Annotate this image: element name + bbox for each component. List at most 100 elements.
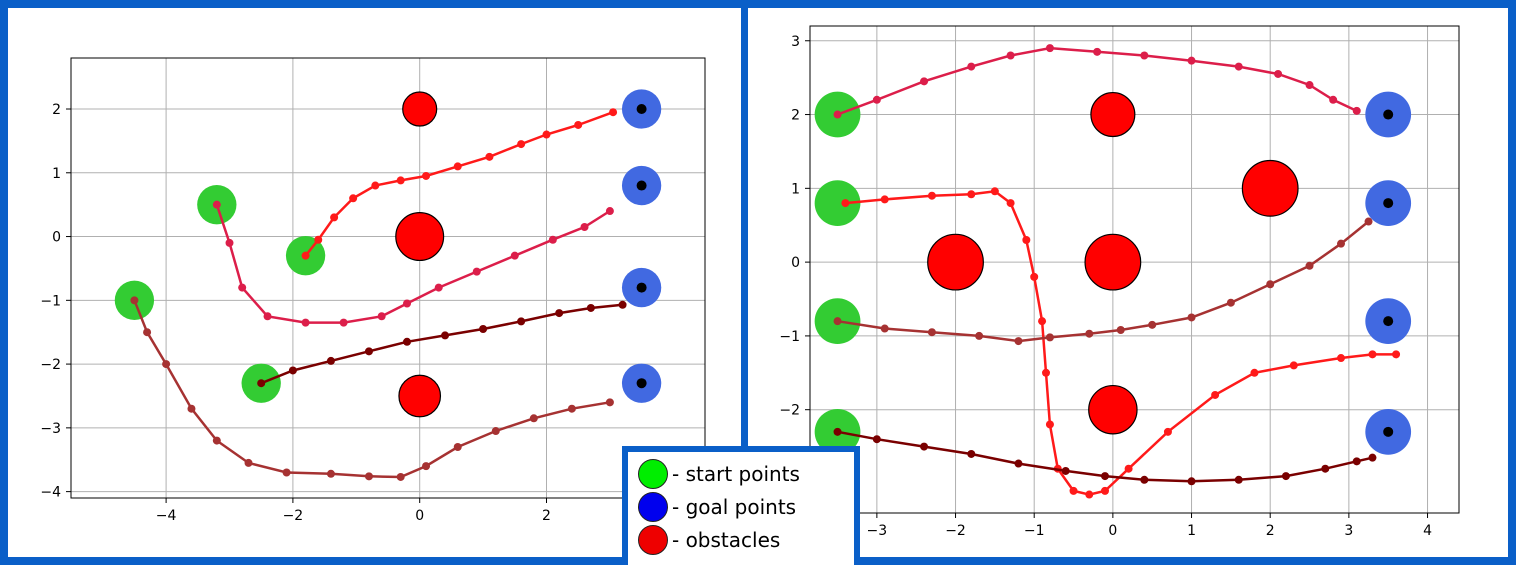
chart1-trajectory-point <box>396 472 405 481</box>
chart1-plot-area <box>71 58 705 498</box>
legend-inner: - start points - goal points - obstacles <box>628 452 854 565</box>
chart1-ytick-label: 2 <box>52 102 61 118</box>
chart2-obstacle <box>1088 384 1138 435</box>
chart2-trajectory-point <box>1305 81 1314 90</box>
chart1-trajectory-point <box>301 318 310 327</box>
chart1-xtick-label: 0 <box>415 508 424 524</box>
chart1-trajectory-point <box>162 360 171 369</box>
chart1-trajectory-point <box>529 414 538 423</box>
chart2-trajectory-point <box>1226 298 1235 307</box>
chart1-ytick-label: −1 <box>40 293 61 309</box>
chart1-trajectory-point <box>212 436 221 445</box>
chart2-trajectory-point <box>975 331 984 340</box>
chart1-trajectory-point <box>472 267 481 276</box>
chart1-trajectory-line <box>133 299 611 479</box>
chart1-trajectory-point <box>555 309 564 318</box>
chart2-ytick-label: −1 <box>779 329 800 345</box>
chart2-trajectory-point <box>1392 350 1401 359</box>
chart2-goal-center <box>1383 316 1394 327</box>
chart2-trajectory-point <box>1321 464 1330 473</box>
chart2-trajectory-point <box>1140 475 1149 484</box>
chart2-trajectory-point <box>1022 235 1031 244</box>
chart2-trajectory-point <box>1061 466 1070 475</box>
chart2-trajectory-point <box>1329 95 1338 104</box>
chart2-obstacle <box>1090 91 1136 138</box>
chart2-axes-frame <box>809 25 1460 514</box>
chart2-trajectory-line <box>837 430 1373 483</box>
chart1-trajectory-point <box>143 328 152 337</box>
chart1-trajectory-point <box>212 200 221 209</box>
chart2-xtick-label: −1 <box>1024 523 1045 539</box>
chart1-xtick-label: −4 <box>156 508 177 524</box>
chart1-axes-frame <box>70 57 706 499</box>
chart2-trajectory-point <box>1101 486 1109 495</box>
chart2-trajectory-point <box>967 62 976 71</box>
chart1-trajectory-point <box>517 317 526 326</box>
legend: - start points - goal points - obstacles <box>622 446 860 565</box>
chart2-trajectory-point <box>1234 62 1243 71</box>
chart1-xtick-label: −2 <box>283 508 304 524</box>
chart1-ytick-label: −2 <box>40 357 61 373</box>
chart1-trajectory-point <box>263 312 272 321</box>
chart2-trajectory-point <box>1234 475 1243 484</box>
chart2-trajectory-point <box>833 110 842 119</box>
chart1-ytick-label: 1 <box>52 166 61 182</box>
chart1-trajectory-point <box>618 300 627 309</box>
chart2-xtick-label: 1 <box>1187 523 1196 539</box>
chart2-trajectory-point <box>1187 56 1196 65</box>
chart2-start-point <box>814 180 861 226</box>
chart1-trajectory-point <box>288 366 297 375</box>
chart2-trajectory-point <box>1368 453 1377 462</box>
chart1-trajectory-point <box>396 176 405 185</box>
chart1-trajectory-point <box>187 404 196 413</box>
chart2-xtick-label: 3 <box>1344 523 1353 539</box>
chart2-trajectory-point <box>1289 361 1298 370</box>
chart2-trajectory-point <box>872 95 881 104</box>
chart1-trajectory-point <box>326 469 335 478</box>
chart2-goal-center <box>1383 198 1394 209</box>
chart1-trajectory-point <box>479 325 488 334</box>
chart1-trajectory-point <box>510 251 519 260</box>
chart2-trajectory-point <box>1069 486 1078 495</box>
chart1-goal-center <box>636 104 647 115</box>
chart2-trajectory-point <box>1101 472 1109 481</box>
chart2-trajectory-point <box>920 77 929 86</box>
chart2-trajectory-point <box>1038 317 1047 326</box>
chart1-trajectory-point <box>422 171 431 180</box>
chart2-trajectory-point <box>1274 69 1283 78</box>
chart1-trajectory-point <box>422 462 431 471</box>
chart1-xtick-label: 2 <box>542 508 551 524</box>
chart2-goal-center <box>1383 109 1394 120</box>
chart2-ytick-label: 2 <box>791 108 800 124</box>
chart1-trajectory-point <box>349 194 358 203</box>
chart2-xtick-label: −2 <box>945 523 966 539</box>
chart1-trajectory-point <box>580 222 589 231</box>
chart2-trajectory-point <box>1045 44 1054 53</box>
chart2-trajectory-point <box>1337 354 1345 363</box>
chart1-trajectory-point <box>301 251 310 260</box>
chart2-ytick-label: −2 <box>779 403 800 419</box>
chart2-trajectory-point <box>880 195 889 204</box>
chart1-trajectory-point <box>542 130 551 139</box>
legend-label-obstacles: - obstacles <box>672 528 781 552</box>
chart1-goal-center <box>636 180 647 191</box>
chart2-trajectory-point <box>841 199 850 208</box>
chart2-obstacle <box>927 233 984 291</box>
chart2-trajectory-point <box>1045 420 1054 429</box>
chart2-trajectory-point <box>1266 280 1275 289</box>
legend-label-start: - start points <box>672 462 800 486</box>
chart1-trajectory-point <box>485 152 494 161</box>
chart1-trajectory-point <box>609 108 618 117</box>
chart2-obstacle <box>1241 159 1299 217</box>
chart2-trajectory-point <box>833 427 842 436</box>
chart2-xtick-label: −3 <box>867 523 888 539</box>
chart1-trajectory-point <box>403 337 412 346</box>
chart1-trajectory-point <box>364 347 373 356</box>
chart2-xtick-label: 4 <box>1423 523 1432 539</box>
chart1-trajectory-point <box>225 238 234 247</box>
chart2-trajectory-point <box>1187 477 1196 486</box>
chart1-trajectory-point <box>574 120 583 129</box>
chart1-obstacle <box>398 374 442 418</box>
chart2-xtick-label: 0 <box>1108 523 1117 539</box>
chart2-ytick-label: 3 <box>791 34 800 50</box>
